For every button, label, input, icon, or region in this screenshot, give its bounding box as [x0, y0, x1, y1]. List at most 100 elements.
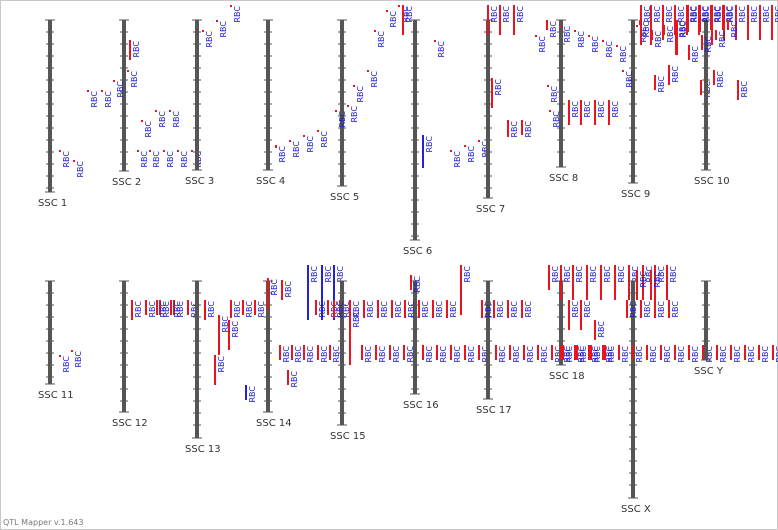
qtl-bar[interactable] — [551, 345, 553, 360]
qtl-marker[interactable]: RBC — [711, 5, 723, 45]
qtl-marker[interactable]: RBC — [170, 300, 182, 318]
qtl-bar[interactable] — [149, 150, 151, 152]
qtl-bar[interactable] — [347, 105, 349, 107]
qtl-marker[interactable]: RBC — [663, 25, 675, 43]
qtl-marker[interactable]: RBC — [758, 345, 770, 363]
qtl-marker[interactable]: RBC — [580, 300, 592, 330]
qtl-bar[interactable] — [127, 70, 129, 72]
qtl-marker[interactable]: RBC — [155, 110, 167, 128]
qtl-marker[interactable]: RBC — [487, 5, 499, 35]
qtl-bar[interactable] — [71, 350, 73, 352]
qtl-marker[interactable]: RBC — [747, 5, 759, 40]
qtl-marker[interactable]: RBC — [654, 75, 666, 93]
qtl-bar[interactable] — [275, 145, 277, 148]
qtl-bar[interactable] — [434, 40, 436, 42]
qtl-bar[interactable] — [464, 345, 466, 360]
qtl-marker[interactable]: RBC — [662, 5, 674, 40]
qtl-bar[interactable] — [422, 345, 424, 360]
qtl-bar[interactable] — [242, 300, 244, 315]
qtl-bar[interactable] — [418, 300, 420, 318]
qtl-bar[interactable] — [640, 300, 642, 318]
qtl-marker[interactable]: RBC — [131, 300, 143, 320]
qtl-marker[interactable]: RBC — [602, 40, 614, 58]
qtl-marker[interactable]: RBC — [402, 5, 414, 35]
qtl-bar[interactable] — [307, 265, 309, 320]
chromosome-ssc-x[interactable]: SSC X RBC RBC RBC RBC RBC RBC RBC RBC RBC RBC RBC RB… — [562, 270, 778, 515]
qtl-marker[interactable]: RBC — [491, 78, 503, 108]
qtl-bar[interactable] — [700, 80, 702, 95]
qtl-bar[interactable] — [716, 345, 718, 360]
qtl-bar[interactable] — [389, 345, 391, 360]
qtl-bar[interactable] — [668, 65, 670, 85]
qtl-marker[interactable]: RBC — [71, 350, 83, 368]
qtl-marker[interactable]: RBC — [547, 85, 559, 103]
qtl-bar[interactable] — [616, 45, 618, 47]
qtl-marker[interactable]: RBC — [59, 355, 71, 373]
qtl-bar[interactable] — [481, 300, 483, 318]
qtl-bar[interactable] — [513, 5, 515, 35]
qtl-bar[interactable] — [410, 275, 412, 290]
qtl-marker[interactable]: RBC — [173, 300, 185, 318]
qtl-bar[interactable] — [549, 110, 551, 112]
qtl-bar[interactable] — [572, 265, 574, 300]
qtl-marker[interactable]: RBC — [548, 265, 560, 290]
qtl-bar[interactable] — [772, 345, 774, 360]
qtl-marker[interactable]: RBC — [723, 5, 735, 40]
qtl-bar[interactable] — [574, 30, 576, 32]
qtl-marker[interactable]: RBC — [560, 25, 572, 43]
qtl-bar[interactable] — [654, 265, 656, 300]
qtl-marker[interactable]: RBC — [499, 5, 511, 35]
qtl-bar[interactable] — [521, 120, 523, 135]
qtl-bar[interactable] — [560, 345, 562, 360]
qtl-marker[interactable]: RBC — [727, 20, 739, 38]
qtl-bar[interactable] — [367, 70, 369, 72]
qtl-marker[interactable]: RBC — [586, 265, 598, 300]
qtl-marker[interactable]: RBC — [699, 5, 711, 32]
qtl-bar[interactable] — [588, 345, 590, 360]
qtl-bar[interactable] — [478, 345, 480, 360]
qtl-bar[interactable] — [254, 300, 256, 315]
qtl-marker[interactable]: RBC — [568, 100, 580, 125]
qtl-bar[interactable] — [173, 300, 175, 315]
qtl-marker[interactable]: RBC — [367, 70, 379, 88]
qtl-bar[interactable] — [228, 320, 230, 350]
qtl-marker[interactable]: RBC — [149, 150, 161, 168]
qtl-marker[interactable]: RBC — [464, 345, 476, 363]
qtl-bar[interactable] — [608, 100, 610, 125]
qtl-bar[interactable] — [187, 300, 189, 315]
qtl-marker[interactable]: RBC — [275, 145, 287, 163]
qtl-marker[interactable]: RBC — [481, 300, 493, 318]
qtl-marker[interactable]: RBC — [572, 265, 584, 300]
chromosome-ssc-3[interactable]: SSC 3 RBC RBC RBC — [185, 5, 242, 187]
qtl-bar[interactable] — [113, 80, 115, 82]
qtl-marker[interactable]: RBC — [639, 20, 651, 38]
qtl-bar[interactable] — [723, 5, 725, 40]
qtl-marker[interactable]: RBC — [730, 345, 742, 363]
qtl-marker[interactable]: RBC — [386, 10, 398, 28]
qtl-bar[interactable] — [614, 265, 616, 300]
qtl-bar[interactable] — [632, 345, 634, 360]
qtl-marker[interactable]: RBC — [403, 345, 415, 363]
qtl-bar[interactable] — [361, 345, 363, 360]
qtl-marker[interactable]: RBC — [537, 345, 549, 363]
qtl-marker[interactable]: RBC — [632, 345, 644, 363]
qtl-bar[interactable] — [727, 20, 729, 30]
qtl-bar[interactable] — [170, 300, 172, 315]
qtl-bar[interactable] — [230, 300, 232, 318]
qtl-bar[interactable] — [600, 265, 602, 300]
qtl-bar[interactable] — [163, 150, 165, 152]
qtl-bar[interactable] — [560, 265, 562, 300]
qtl-bar[interactable] — [87, 90, 89, 92]
qtl-marker[interactable]: RBC — [422, 135, 434, 168]
qtl-marker[interactable]: RBC — [375, 345, 387, 363]
qtl-marker[interactable]: RBC — [389, 345, 401, 363]
qtl-bar[interactable] — [735, 5, 737, 40]
qtl-bar[interactable] — [660, 345, 662, 360]
qtl-bar[interactable] — [349, 310, 351, 365]
qtl-bar[interactable] — [155, 110, 157, 112]
qtl-marker[interactable]: RBC — [549, 110, 561, 128]
qtl-marker[interactable]: RBC — [329, 345, 341, 363]
qtl-marker[interactable]: RBC — [594, 320, 606, 340]
qtl-bar[interactable] — [363, 300, 365, 318]
